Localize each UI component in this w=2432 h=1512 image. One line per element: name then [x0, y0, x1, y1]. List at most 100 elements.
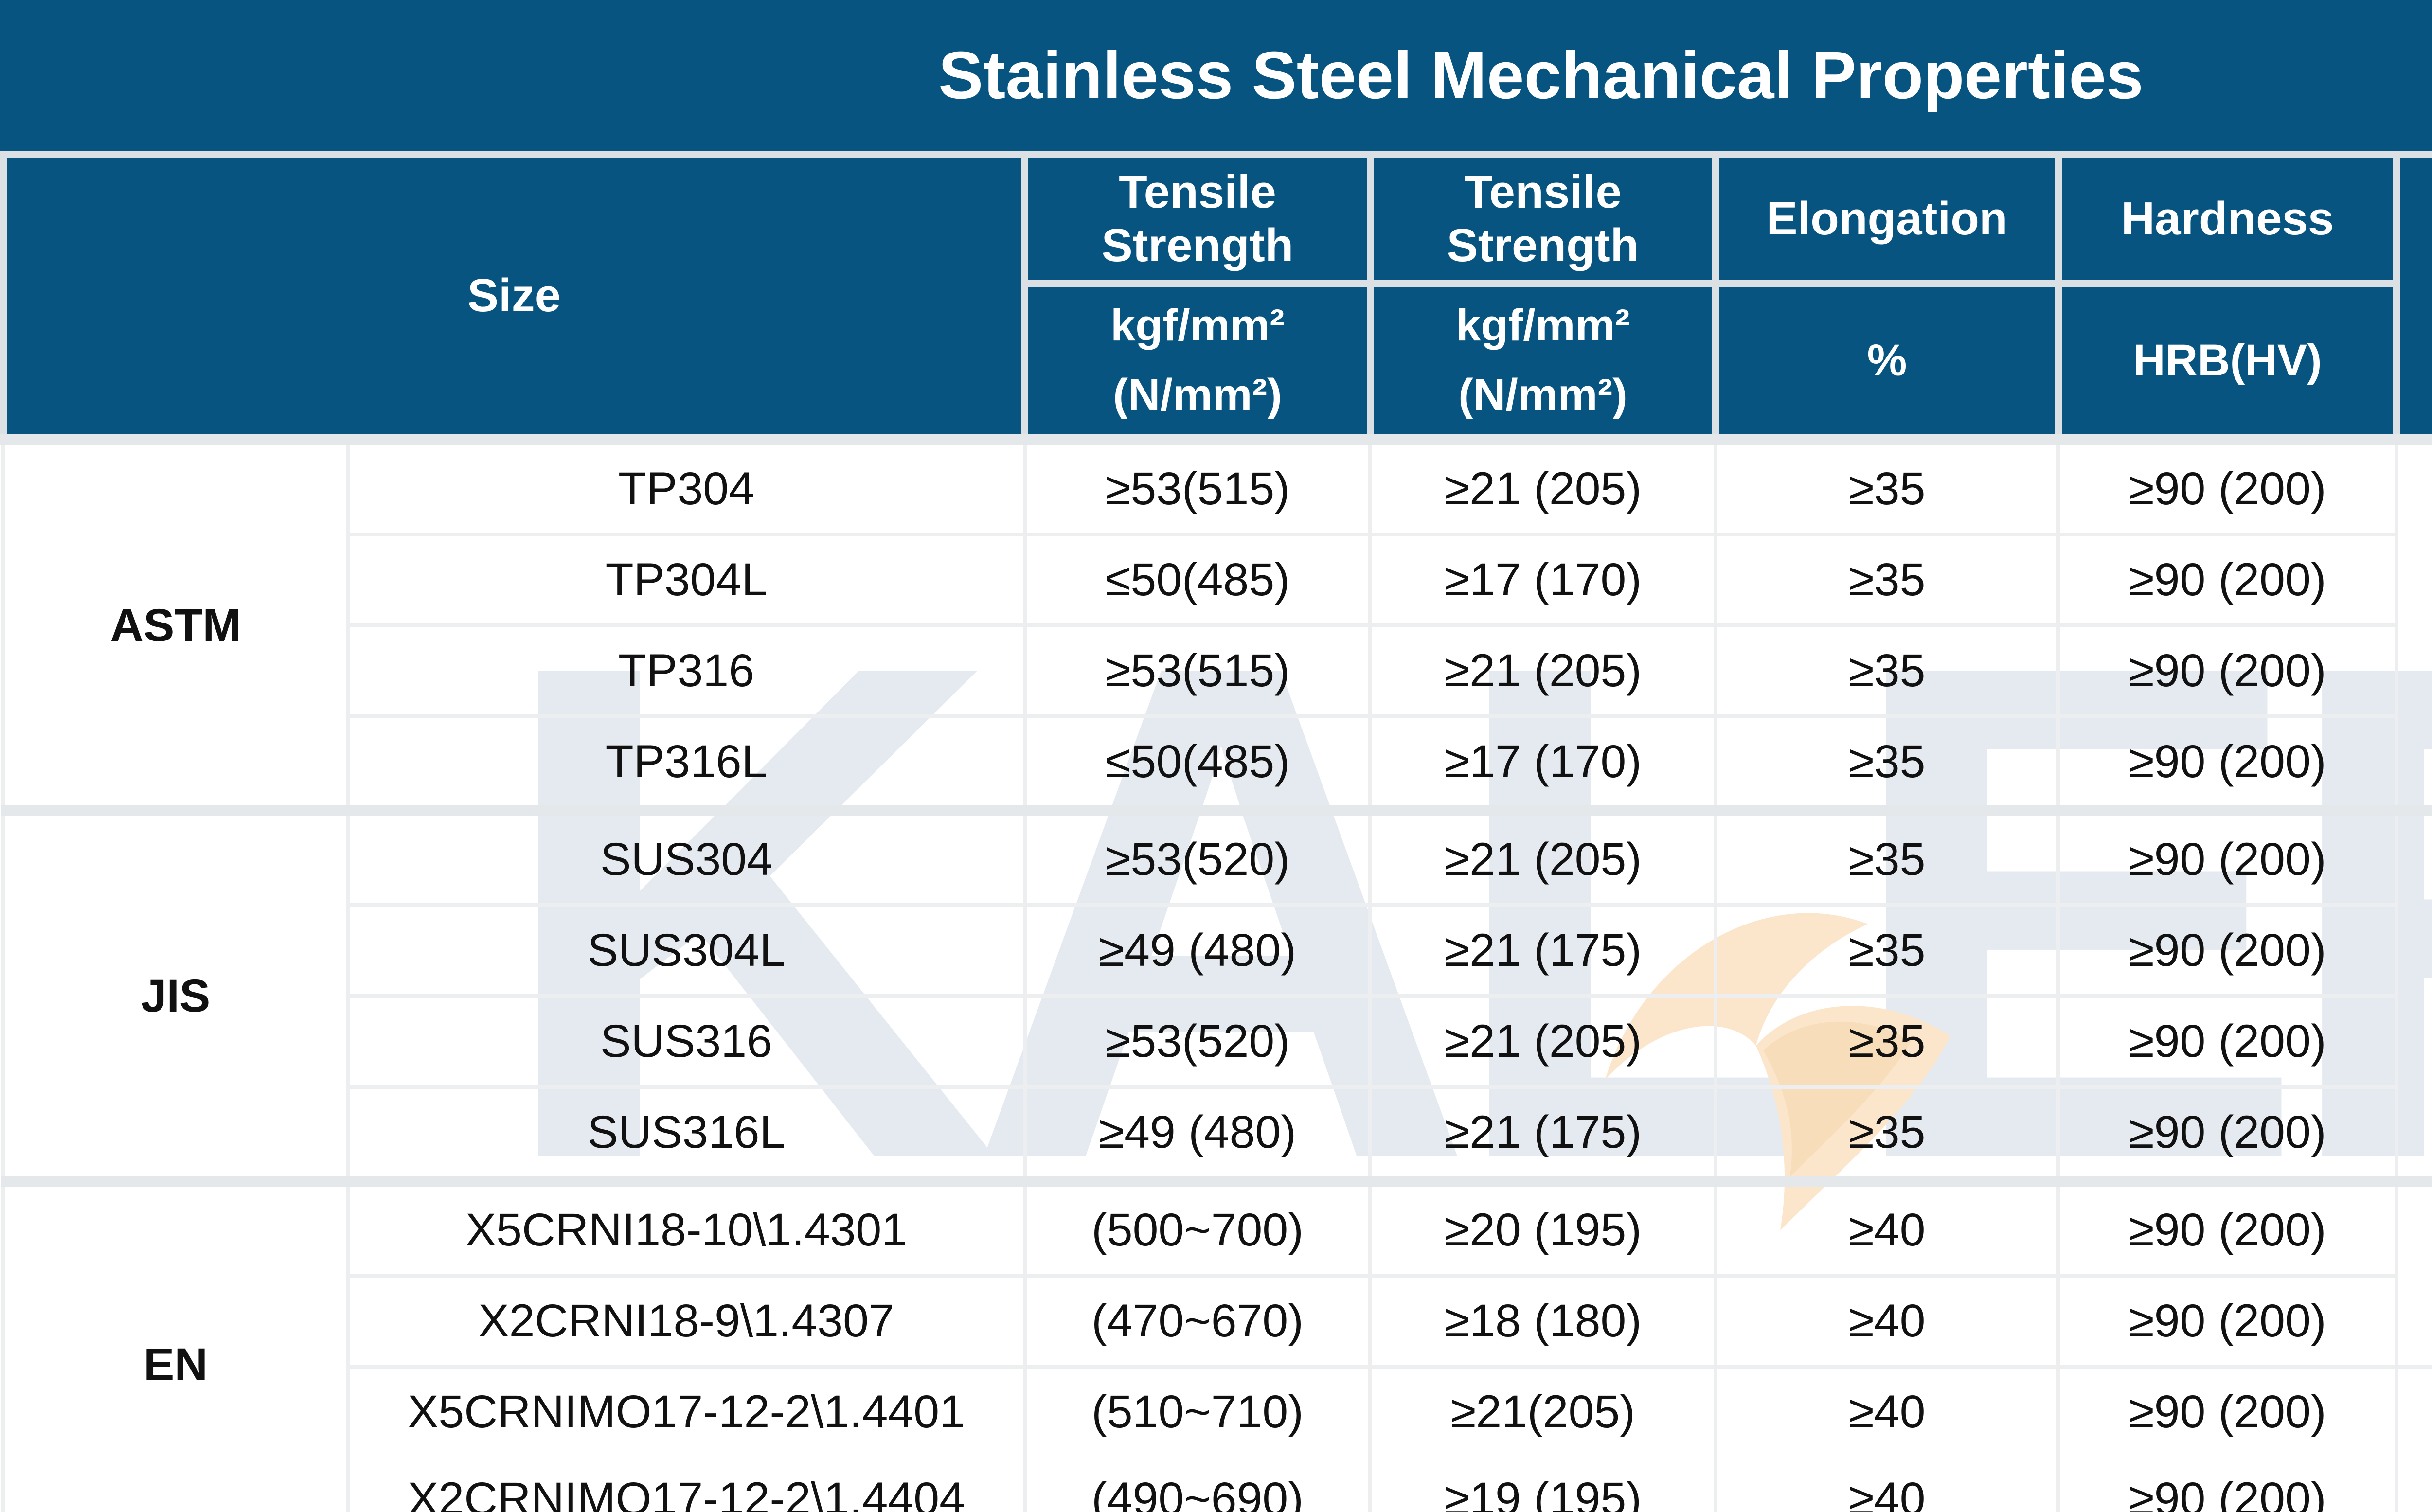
- elongation-value: ≥35: [1714, 434, 2060, 536]
- mechanical-properties-table: Size Tensile Strength Tensile Strength E…: [0, 158, 2432, 1512]
- unit-line: %: [1867, 335, 1907, 385]
- elongation-value: ≥40: [1714, 1176, 2060, 1278]
- hardness-value: ≥90 (200): [2056, 1456, 2398, 1512]
- annealing-method: Water Quenching: [2399, 625, 2432, 706]
- tensile1-value: ≥53(520): [1023, 805, 1372, 907]
- elongation-value: ≥40: [1714, 1456, 2060, 1512]
- table-row: SUS316 ≥53(520) ≥21 (205) ≥35 ≥90 (200): [3, 994, 2432, 1089]
- col-header-tensile-strength-1: Tensile Strength: [1021, 158, 1374, 287]
- table-row: X5CRNIMO17-12-2\1.4401 (510~710) ≥21(205…: [3, 1365, 2432, 1512]
- unit-line: (N/mm²): [1113, 370, 1282, 420]
- hardness-value: ≥90 (200): [2056, 805, 2398, 907]
- tensile1-value: ≥53(520): [1023, 994, 1372, 1089]
- col-header-solution-annealing: Solution Annealing: [2393, 158, 2432, 443]
- unit-tensile-strength-2: kgf/mm² (N/mm²): [1367, 280, 1719, 443]
- unit-line: kgf/mm²: [1456, 301, 1630, 351]
- annealing-temperature: 1010~1150℃: [2399, 915, 2432, 996]
- size-value: TP304: [346, 434, 1027, 536]
- tensile2-value: ≥20 (195): [1368, 1176, 1717, 1278]
- table-row: X2CRNI18-9\1.4307 (470~670) ≥18 (180) ≥4…: [3, 1274, 2432, 1369]
- col-header-tensile-strength-2: Tensile Strength: [1367, 158, 1719, 287]
- elongation-value: ≥35: [1714, 623, 2060, 718]
- tensile1-value: ≥49 (480): [1023, 903, 1372, 998]
- annealing-temperature: 1040~1150℃: [2399, 545, 2432, 625]
- size-value: X5CRNIMO17-12-2\1.4401: [346, 1365, 1027, 1456]
- hardness-value: ≥90 (200): [2056, 994, 2398, 1089]
- unit-tensile-strength-1: kgf/mm² (N/mm²): [1021, 280, 1374, 443]
- table-row: SUS304L ≥49 (480) ≥21 (175) ≥35 ≥90 (200…: [3, 903, 2432, 998]
- elongation-value: ≥40: [1714, 1274, 2060, 1369]
- hardness-value: ≥90 (200): [2056, 903, 2398, 998]
- tensile1-value: ≤50(485): [1023, 533, 1372, 627]
- table-row: TP304L ≤50(485) ≥17 (170) ≥35 ≥90 (200): [3, 533, 2432, 627]
- size-value: SUS316L: [346, 1085, 1027, 1183]
- solution-annealing-en-1: 1000~1100℃ Water Quenching: [2395, 1176, 2432, 1369]
- tensile2-value: ≥21(205): [1368, 1365, 1717, 1456]
- tensile1-value: ≥49 (480): [1023, 1085, 1372, 1183]
- tensile2-value: ≥21 (205): [1368, 805, 1717, 907]
- unit-hardness: HRB(HV): [2055, 280, 2400, 443]
- unit-line: kgf/mm²: [1110, 301, 1285, 351]
- tensile1-value: ≤50(485): [1023, 714, 1372, 813]
- tensile2-value: ≥18 (180): [1368, 1274, 1717, 1369]
- size-value: SUS304L: [346, 903, 1027, 998]
- unit-line: (N/mm²): [1458, 370, 1627, 420]
- table-row: X2CRNIMO17-12-2\1.4404 (490~690) ≥19 (19…: [3, 1456, 2432, 1512]
- size-value: X2CRNI18-9\1.4307: [346, 1274, 1027, 1369]
- hardness-value: ≥90 (200): [2056, 714, 2398, 813]
- hardness-value: ≥90 (200): [2056, 1365, 2398, 1456]
- hardness-value: ≥90 (200): [2056, 434, 2398, 536]
- hardness-value: ≥90 (200): [2056, 533, 2398, 627]
- col-header-size: Size: [0, 158, 1028, 443]
- tensile2-value: ≥21 (205): [1368, 623, 1717, 718]
- size-value: SUS316: [346, 994, 1027, 1089]
- table-row: JIS SUS304 ≥53(520) ≥21 (205) ≥35 ≥90 (2…: [1, 805, 2432, 1183]
- annealing-method: Water Quenching: [2399, 1276, 2432, 1356]
- size-value: TP316: [346, 623, 1027, 718]
- annealing-temperature: 1000~1100℃: [2399, 1195, 2432, 1276]
- hardness-value: ≥90 (200): [2056, 1176, 2398, 1278]
- table-row: TP316L ≤50(485) ≥17 (170) ≥35 ≥90 (200): [3, 714, 2432, 813]
- elongation-value: ≥35: [1714, 805, 2060, 907]
- tensile1-value: ≥53(515): [1023, 623, 1372, 718]
- hardness-value: ≥90 (200): [2056, 1274, 2398, 1369]
- size-value: X2CRNIMO17-12-2\1.4404: [346, 1456, 1027, 1512]
- table-row: EN X5CRNI18-10\1.4301 (500~700) ≥20 (195…: [1, 1176, 2432, 1512]
- tensile2-value: ≥21 (205): [1368, 994, 1717, 1089]
- header-row-1: Size Tensile Strength Tensile Strength E…: [0, 158, 2432, 443]
- unit-line: HRB(HV): [2133, 335, 2322, 385]
- solution-annealing-astm: 1040~1150℃ Water Quenching: [2395, 434, 2432, 813]
- elongation-value: ≥35: [1714, 714, 2060, 813]
- tensile1-value: (490~690): [1023, 1456, 1372, 1512]
- table-row: ASTM TP304 ≥53(515) ≥21 (205) ≥35 ≥90 (2…: [1, 434, 2432, 813]
- col-header-elongation: Elongation: [1712, 158, 2062, 287]
- standard-label-jis: JIS: [1, 805, 350, 1183]
- tensile2-value: ≥21 (175): [1368, 1085, 1717, 1183]
- size-value: X5CRNI18-10\1.4301: [346, 1176, 1027, 1278]
- standard-label-en: EN: [1, 1176, 350, 1512]
- size-value: TP304L: [346, 533, 1027, 627]
- elongation-value: ≥40: [1714, 1365, 2060, 1456]
- col-header-hardness: Hardness: [2055, 158, 2400, 287]
- tensile1-value: (470~670): [1023, 1274, 1372, 1369]
- solution-annealing-jis: 1010~1150℃ Water Quenching: [2395, 805, 2432, 1183]
- size-value: TP316L: [346, 714, 1027, 813]
- table-row: SUS316L ≥49 (480) ≥21 (175) ≥35 ≥90 (200…: [3, 1085, 2432, 1183]
- tensile1-value: (510~710): [1023, 1365, 1372, 1456]
- annealing-temperature: 1020~1120℃°C: [2399, 1376, 2432, 1457]
- hardness-value: ≥90 (200): [2056, 1085, 2398, 1183]
- size-value: SUS304: [346, 805, 1027, 907]
- annealing-method: Water Quenching: [2399, 1457, 2432, 1512]
- elongation-value: ≥35: [1714, 903, 2060, 998]
- solution-annealing-en-2: 1020~1120℃°C Water Quenching: [2395, 1365, 2432, 1512]
- tensile2-value: ≥21 (205): [1368, 434, 1717, 536]
- tensile1-value: (500~700): [1023, 1176, 1372, 1278]
- annealing-method: Water Quenching: [2399, 996, 2432, 1077]
- standard-label-astm: ASTM: [1, 434, 350, 813]
- unit-elongation: %: [1712, 280, 2062, 443]
- tensile2-value: ≥19 (195): [1368, 1456, 1717, 1512]
- tensile2-value: ≥17 (170): [1368, 533, 1717, 627]
- elongation-value: ≥35: [1714, 1085, 2060, 1183]
- tensile2-value: ≥17 (170): [1368, 714, 1717, 813]
